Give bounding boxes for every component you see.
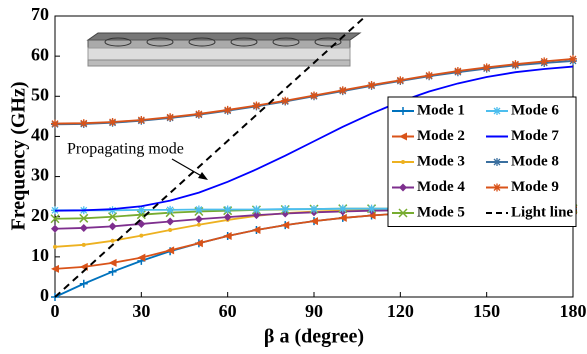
marker [80,119,88,127]
legend-marker [493,184,501,192]
marker [197,223,201,227]
legend-label: Light line [511,204,573,220]
marker [540,57,548,65]
legend-label: Mode 8 [511,153,559,169]
marker [252,205,260,213]
y-tick-label: 50 [31,84,49,104]
y-tick-label: 60 [31,44,49,64]
marker [111,239,115,243]
annotation-arrowhead [198,172,208,180]
legend-label: Mode 1 [417,102,465,118]
chart: Frequency (GHz) β a (degree) Propagating… [0,0,587,354]
marker [168,228,172,232]
marker [109,206,117,214]
annotation: Propagating mode [67,141,184,158]
legend-label: Mode 2 [417,128,465,144]
legend-marker [493,158,501,166]
marker [483,63,491,71]
marker [511,60,519,68]
marker [310,205,318,213]
y-tick-label: 70 [31,4,49,24]
marker [195,215,203,223]
marker [281,205,289,213]
inset-structure [88,33,360,66]
x-tick-label: 180 [560,301,587,321]
legend-marker [493,107,501,115]
marker [109,118,117,126]
marker [310,91,318,99]
legend-label: Mode 9 [511,179,559,195]
legend-label: Mode 5 [417,204,465,220]
x-tick-label: 120 [387,301,414,321]
marker [224,106,232,114]
marker [396,76,404,84]
x-tick-label: 0 [51,301,60,321]
marker [82,243,86,247]
y-tick-label: 0 [40,285,49,305]
marker [80,224,88,232]
marker [166,113,174,121]
marker [368,81,376,89]
marker [137,116,145,124]
x-tick-label: 90 [305,301,323,321]
x-tick-label: 60 [219,301,237,321]
marker [109,259,117,267]
marker [80,280,88,288]
marker [51,225,59,233]
legend-label: Mode 7 [511,128,559,144]
y-tick-label: 40 [31,125,49,145]
y-tick-label: 10 [31,245,49,265]
x-tick-label: 30 [132,301,150,321]
legend-label: Mode 3 [417,153,465,169]
y-tick-label: 30 [31,165,49,185]
marker [109,222,117,230]
marker [195,110,203,118]
marker [195,205,203,213]
marker [166,206,174,214]
marker [224,205,232,213]
marker [454,67,462,75]
marker [339,86,347,94]
legend: Mode 1 Mode 2 Mode 3 Mode 4 Mode 5 Mode 6 Mode… [388,97,576,227]
marker [425,71,433,79]
marker [109,268,117,276]
y-axis-label: Frequency (GHz) [8,81,30,230]
x-tick-label: 150 [473,301,500,321]
marker [53,245,57,249]
marker [166,218,174,226]
legend-marker [401,160,405,164]
x-axis-label: β a (degree) [264,326,364,348]
legend-label: Mode 6 [511,102,559,118]
marker [139,234,143,238]
marker [569,55,577,63]
marker [252,102,260,110]
marker [51,120,59,128]
marker [368,205,376,213]
legend-label: Mode 4 [417,179,465,195]
y-tick-label: 20 [31,205,49,225]
marker [339,205,347,213]
marker [281,97,289,105]
